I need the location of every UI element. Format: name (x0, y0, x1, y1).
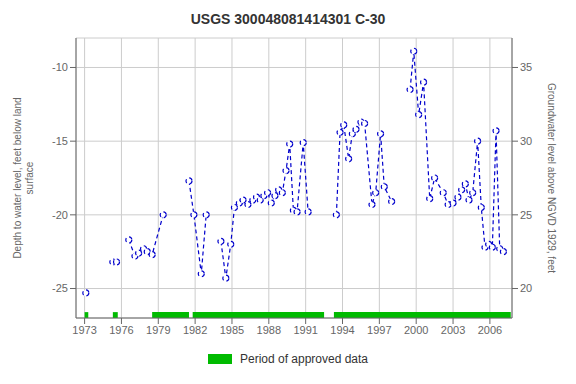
svg-text:20: 20 (520, 282, 532, 294)
svg-text:1985: 1985 (220, 324, 244, 336)
svg-text:1991: 1991 (293, 324, 317, 336)
svg-text:1979: 1979 (146, 324, 170, 336)
svg-text:35: 35 (520, 61, 532, 73)
svg-text:25: 25 (520, 209, 532, 221)
svg-text:2003: 2003 (441, 324, 465, 336)
svg-text:Depth to water level, feet bel: Depth to water level, feet below landsur… (12, 97, 35, 258)
svg-text:-20: -20 (52, 209, 68, 221)
svg-text:-15: -15 (52, 135, 68, 147)
svg-text:2000: 2000 (404, 324, 428, 336)
svg-text:30: 30 (520, 135, 532, 147)
html-text:Period of approved data: Period of approved data (240, 352, 368, 366)
svg-text:Groundwater level above NGVD 1: Groundwater level above NGVD 1929, feet (546, 83, 557, 273)
svg-text:2006: 2006 (478, 324, 502, 336)
html-text:USGS 300048081414301 C-30: USGS 300048081414301 C-30 (190, 11, 386, 27)
svg-text:-10: -10 (52, 61, 68, 73)
svg-text:-25: -25 (52, 282, 68, 294)
svg-text:1982: 1982 (183, 324, 207, 336)
svg-text:1994: 1994 (330, 324, 354, 336)
svg-text:1997: 1997 (367, 324, 391, 336)
svg-text:1988: 1988 (257, 324, 281, 336)
svg-text:1973: 1973 (72, 324, 96, 336)
svg-text:1976: 1976 (109, 324, 133, 336)
